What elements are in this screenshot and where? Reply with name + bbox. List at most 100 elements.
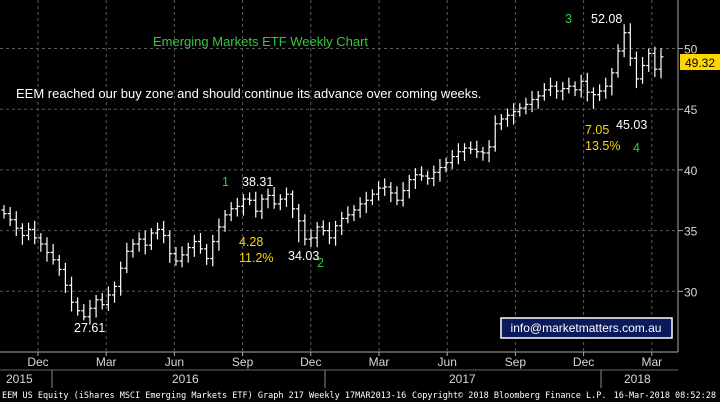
ohlc-bar [204, 243, 210, 265]
y-tick-label: 40 [684, 164, 698, 178]
ohlc-bar [486, 140, 492, 163]
ohlc-bar [535, 91, 541, 109]
ohlc-bar [615, 44, 621, 78]
ohlc-bar [646, 48, 652, 72]
ohlc-bar [560, 81, 566, 101]
ohlc-bar [406, 174, 412, 199]
ohlc-bar [376, 181, 382, 201]
x-tick-label: Dec [27, 355, 48, 369]
ohlc-bar [621, 24, 627, 58]
ohlc-bar [394, 186, 400, 206]
ohlc-bar [197, 233, 203, 254]
ohlc-bar [523, 97, 529, 115]
ohlc-bar [449, 149, 455, 169]
ohlc-bar [19, 223, 25, 245]
ohlc-bar [240, 194, 246, 216]
ohlc-bar [658, 48, 664, 79]
chart-note: EEM reached our buy zone and should cont… [16, 86, 481, 101]
ohlc-bar [578, 74, 584, 98]
ohlc-bar [339, 211, 345, 235]
footer: EEM US Equity (iShares MSCI Emerging Mar… [2, 391, 716, 401]
ohlc-bar [584, 72, 590, 102]
annotation-low-27-61: 27.61 [74, 321, 105, 335]
ohlc-bar [412, 168, 418, 189]
ohlc-bar [185, 242, 191, 263]
annotation-wave-3: 3 [565, 12, 572, 26]
ohlc-bar [50, 243, 56, 265]
ohlc-bar [302, 214, 308, 246]
ohlc-bar [633, 51, 639, 89]
year-label: 2018 [624, 372, 651, 386]
annotation-drop2-points: 7.05 [585, 123, 609, 137]
ohlc-bar [627, 23, 633, 67]
contact-box: info@marketmatters.com.au [500, 317, 673, 339]
ohlc-bar [333, 220, 339, 246]
ohlc-bar [443, 157, 449, 173]
x-tick-label: Jun [165, 355, 184, 369]
annotation-wave-2: 2 [317, 256, 324, 270]
ohlc-bar [320, 220, 326, 236]
ohlc-bar [62, 262, 68, 294]
x-tick-label: Mar [369, 355, 390, 369]
ohlc-bar [44, 237, 50, 262]
year-label: 2015 [6, 372, 33, 386]
footer-timestamp: 16-Mar-2018 08:52:28 [614, 391, 716, 401]
ohlc-bar [400, 182, 406, 207]
ohlc-bar [247, 192, 253, 206]
ohlc-bar [136, 232, 142, 252]
ohlc-bar [504, 108, 510, 127]
ohlc-bar [38, 233, 44, 252]
ohlc-bar [87, 299, 93, 325]
ohlc-bar [161, 220, 167, 244]
ohlc-bar [93, 294, 99, 318]
x-axis: Dec Mar Jun Sep Dec Mar Jun Sep Dec Mar 2015 2016 2… [0, 351, 678, 388]
ohlc-bar [308, 229, 314, 247]
ohlc-bar [69, 276, 75, 312]
gridlines [0, 0, 678, 352]
ohlc-bar [222, 209, 228, 232]
ohlc-bar [511, 103, 517, 125]
ohlc-bar [572, 81, 578, 97]
ohlc-bar [603, 77, 609, 99]
ohlc-bar [554, 81, 560, 99]
ohlc-bar [32, 220, 38, 245]
ohlc-bar [369, 189, 375, 206]
ohlc-bar [142, 230, 148, 255]
x-tick-label: Dec [300, 355, 321, 369]
ohlc-bar [228, 202, 234, 222]
ohlc-bar [296, 203, 302, 243]
ohlc-bar [529, 91, 535, 113]
ohlc-bar [437, 159, 443, 182]
ohlc-bar [259, 194, 265, 219]
price-bars [1, 23, 664, 325]
annotation-wave-4: 4 [633, 141, 640, 155]
x-tick-label: Sep [232, 355, 254, 369]
y-tick-label: 30 [684, 285, 698, 299]
ohlc-bar [105, 286, 111, 311]
ohlc-bar [357, 197, 363, 218]
ohlc-bar [388, 182, 394, 203]
y-tick-label: 50 [684, 43, 698, 57]
last-price-label: 49.32 [685, 56, 715, 70]
ohlc-bar [363, 191, 369, 214]
footer-left: EEM US Equity (iShares MSCI Emerging Mar… [2, 391, 406, 401]
ohlc-bar [7, 206, 13, 227]
ohlc-bar [283, 187, 289, 207]
footer-copyright: Copyright© 2018 Bloomberg Finance L.P. [412, 391, 606, 401]
x-tick-label: Dec [573, 355, 594, 369]
ohlc-bar [541, 83, 547, 101]
ohlc-bar [498, 114, 504, 131]
ohlc-bar [75, 297, 81, 316]
ohlc-bar [124, 242, 130, 274]
x-tick-label: Mar [96, 355, 117, 369]
ohlc-bar [431, 165, 437, 187]
ohlc-bar [492, 115, 498, 152]
ohlc-bar [640, 57, 646, 84]
ohlc-bar [547, 77, 553, 97]
ohlc-bar [210, 234, 216, 267]
annotation-wave-1: 1 [222, 175, 229, 189]
last-price-tag [680, 54, 720, 70]
annotations: 27.61 1 38.31 4.28 11.2% 34.03 2 3 52.08… [74, 12, 647, 335]
ohlc-bar [1, 205, 7, 219]
